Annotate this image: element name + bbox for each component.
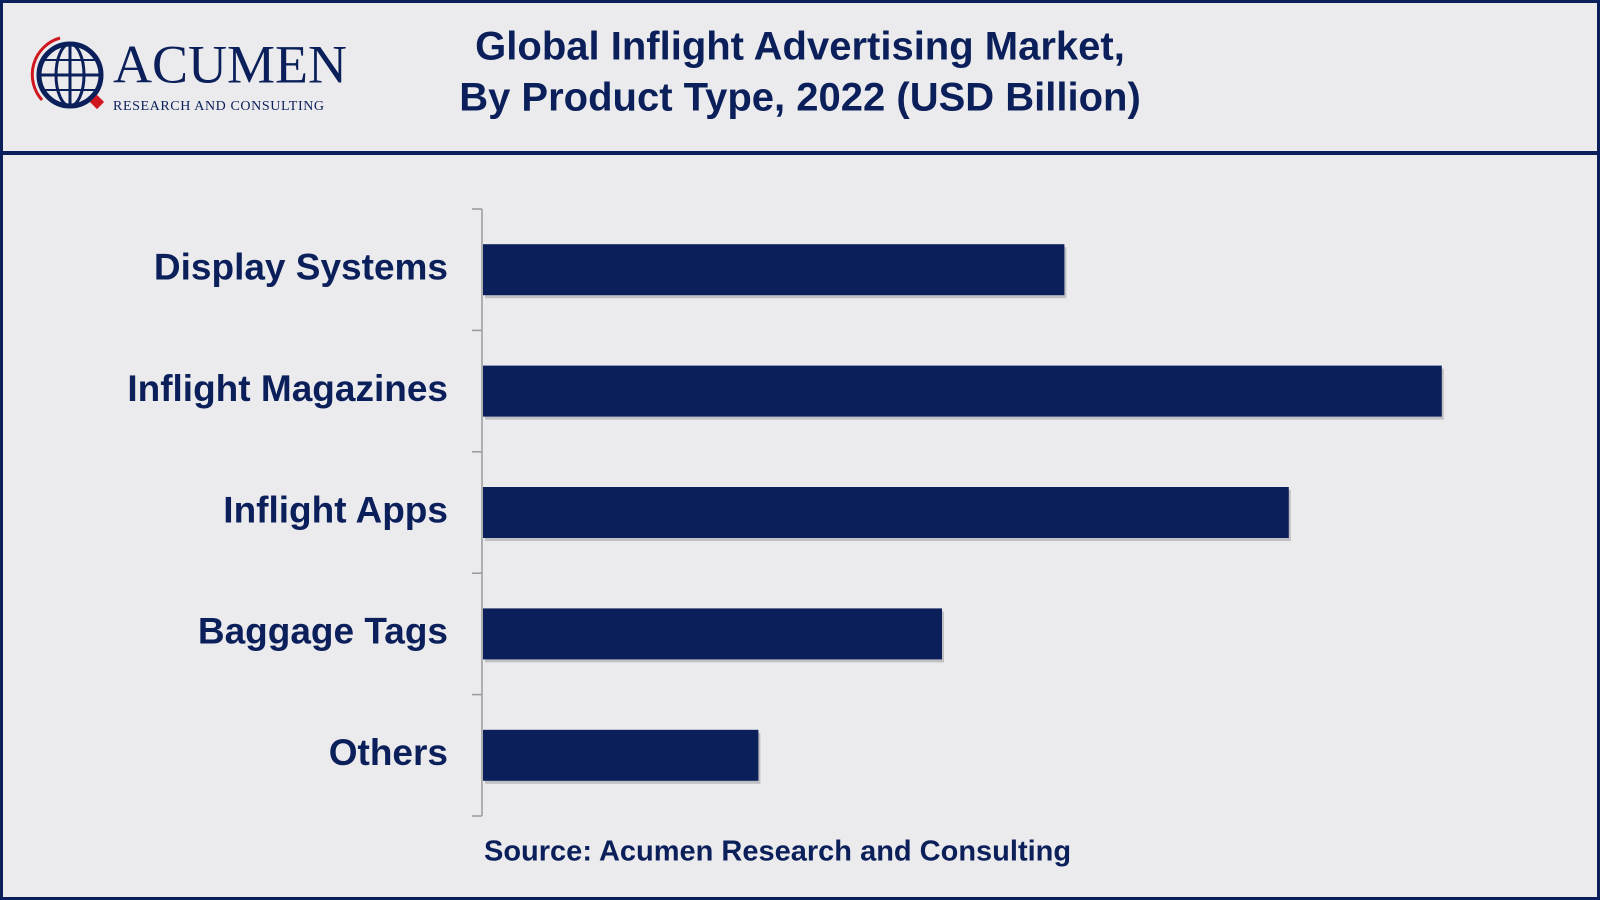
bar <box>483 365 1442 417</box>
bar <box>483 729 759 781</box>
y-tick-label: Inflight Magazines <box>127 368 448 409</box>
bar <box>483 608 942 660</box>
y-tick-label: Baggage Tags <box>198 611 448 652</box>
y-tick-label: Display Systems <box>154 246 448 287</box>
y-tick-label: Others <box>329 732 448 773</box>
bar <box>483 487 1289 538</box>
bar <box>483 244 1065 296</box>
chart-title: Global Inflight Advertising Market, <box>475 25 1125 69</box>
brand-name: ACUMEN <box>113 34 347 94</box>
y-tick-label: Inflight Apps <box>223 489 448 530</box>
source: Source: Acumen Research and Consulting <box>484 836 1071 868</box>
logo: ACUMEN RESEARCH AND CONSULTING <box>30 34 347 114</box>
chart-title: By Product Type, 2022 (USD Billion) <box>459 76 1141 120</box>
brand-tagline: RESEARCH AND CONSULTING <box>113 99 325 114</box>
